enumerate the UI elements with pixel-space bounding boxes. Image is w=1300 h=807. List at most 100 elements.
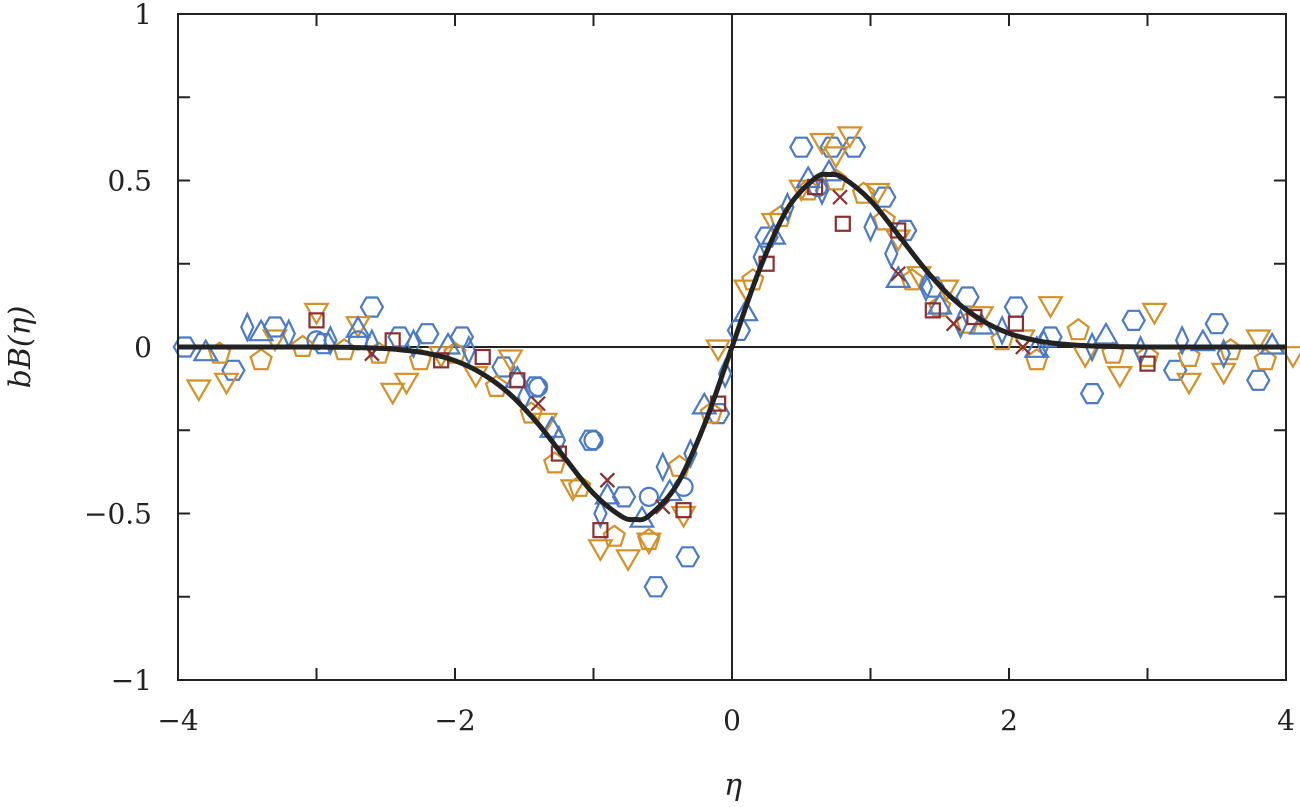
series-square <box>308 179 1156 539</box>
data-point-square <box>924 302 941 319</box>
series-pentagon <box>207 168 1277 551</box>
data-point-cross <box>1015 339 1031 355</box>
data-point-pentagon <box>602 524 626 547</box>
data-point-square <box>1139 355 1156 372</box>
data-point-cross <box>599 472 616 488</box>
data-point-circle <box>638 486 660 507</box>
data-point-circle <box>527 376 549 398</box>
data-point-diamond <box>406 328 421 360</box>
data-point-triangle-up <box>247 318 275 342</box>
data-point-hexagon <box>221 359 246 381</box>
data-point-triangle-down <box>614 549 642 573</box>
x-tick-label: 0 <box>723 704 741 737</box>
y-tick-label: −1 <box>111 664 152 697</box>
data-point-square <box>834 215 851 232</box>
data-point-triangle-up <box>344 315 372 338</box>
data-point-cross <box>654 499 671 515</box>
data-point-triangle-down <box>1037 296 1064 319</box>
y-tick-label: 1 <box>134 0 152 31</box>
data-point-triangle-down <box>344 316 372 339</box>
data-point-square <box>474 348 491 366</box>
data-point-pentagon <box>484 374 509 397</box>
data-point-square <box>308 312 325 329</box>
x-axis-label: η <box>724 768 742 803</box>
data-point-hexagon <box>1121 309 1146 331</box>
data-point-diamond <box>593 497 608 530</box>
data-point-diamond <box>1174 324 1190 356</box>
data-point-triangle-down <box>808 132 836 156</box>
data-point-hexagon <box>611 486 637 508</box>
data-point-triangle-up <box>1189 328 1217 352</box>
data-point-pentagon <box>872 208 897 231</box>
data-point-hexagon <box>789 136 814 158</box>
data-point-square <box>592 522 609 539</box>
x-tick-label: 4 <box>1277 704 1295 737</box>
x-tick-label: −2 <box>434 704 475 737</box>
data-point-triangle-down <box>185 379 212 403</box>
data-point-diamond <box>994 314 1010 346</box>
data-point-diamond <box>717 358 733 390</box>
data-point-triangle-down <box>393 372 420 396</box>
data-point-cross <box>945 315 962 332</box>
data-point-triangle-down <box>379 382 406 406</box>
data-point-triangle-down <box>462 366 489 389</box>
data-point-hexagon <box>491 356 516 378</box>
data-point-triangle-down <box>1106 366 1134 389</box>
y-tick-label: 0.5 <box>107 165 152 198</box>
fit-curve <box>177 171 1286 523</box>
data-point-hexagon <box>1079 383 1105 405</box>
data-point-hexagon <box>643 576 669 598</box>
data-point-triangle-down <box>559 479 586 503</box>
data-point-cross <box>832 189 848 205</box>
data-point-hexagon <box>387 326 412 348</box>
data-point-triangle-up <box>732 298 760 322</box>
data-point-diamond <box>323 324 338 356</box>
data-point-pentagon <box>1066 317 1090 341</box>
data-point-hexagon <box>1003 296 1029 318</box>
data-point-cross <box>890 265 906 282</box>
data-point-hexagon <box>172 336 198 358</box>
data-point-triangle-down <box>836 126 863 150</box>
data-point-triangle-down <box>1141 302 1168 326</box>
data-point-triangle-down <box>1279 346 1300 369</box>
data-point-hexagon <box>415 323 440 345</box>
data-point-triangle-up <box>1023 335 1050 358</box>
data-point-triangle-up <box>884 265 912 288</box>
data-point-triangle-down <box>497 349 524 373</box>
data-point-square <box>1007 315 1025 332</box>
data-point-pentagon <box>1253 347 1277 371</box>
data-point-triangle-down <box>635 532 663 556</box>
data-point-pentagon <box>1024 347 1049 371</box>
x-tick-label: 2 <box>1000 704 1018 737</box>
data-point-triangle-up <box>1092 321 1120 345</box>
data-point-circle <box>583 430 604 451</box>
data-point-diamond <box>240 311 255 343</box>
data-point-pentagon <box>249 347 273 371</box>
data-point-triangle-down <box>1210 362 1237 386</box>
data-point-pentagon <box>1135 344 1160 367</box>
data-point-hexagon <box>675 546 700 568</box>
data-point-triangle-up <box>538 415 566 438</box>
series-triangle-up <box>192 158 1286 528</box>
x-tick-labels: −4 −2 0 2 4 <box>157 704 1295 737</box>
data-point-triangle-down <box>213 372 240 396</box>
data-point-triangle-up <box>1258 331 1286 355</box>
data-point-triangle-down <box>704 339 732 363</box>
data-point-diamond <box>918 271 934 303</box>
data-point-square <box>675 502 692 519</box>
data-point-triangle-up <box>760 221 787 245</box>
data-point-diamond <box>461 334 477 366</box>
data-point-triangle-up <box>815 158 843 182</box>
y-tick-labels: −1 −0.5 0 0.5 1 <box>84 0 152 697</box>
series-cross <box>364 189 1031 515</box>
data-point-hexagon <box>359 296 385 318</box>
data-point-pentagon <box>567 474 592 497</box>
data-point-triangle-up <box>192 338 219 362</box>
data-point-square <box>509 372 526 389</box>
y-tick-label: 0 <box>134 331 152 364</box>
y-axis-label: bB(η) <box>3 306 38 389</box>
scatter-markers <box>172 126 1300 598</box>
x-tick-label: −4 <box>157 704 198 737</box>
data-point-pentagon <box>796 178 820 201</box>
